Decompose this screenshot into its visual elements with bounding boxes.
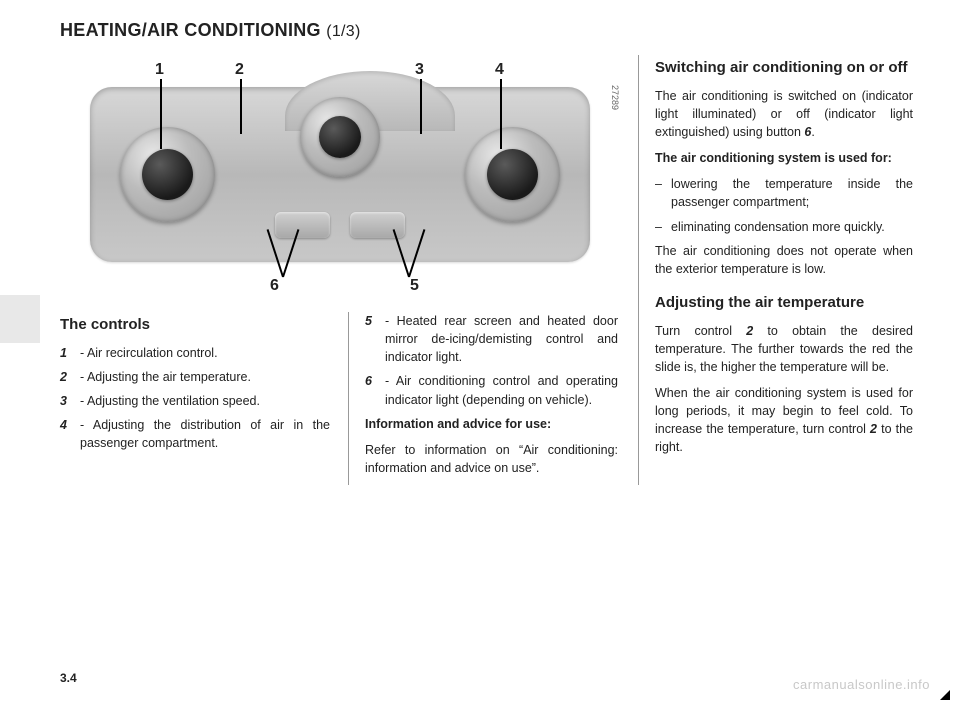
paragraph: When the air conditioning system is used…	[655, 384, 913, 457]
controls-continued-column: 5- Heated rear screen and heated door mi…	[348, 312, 618, 485]
rear-defrost-button	[350, 212, 405, 238]
bullet-text: lowering the temperature inside the pass…	[671, 175, 913, 211]
page-number: 3.4	[60, 671, 77, 685]
ref-num: 2	[870, 422, 877, 436]
text-span: Turn control	[655, 324, 746, 338]
knob-left	[120, 127, 215, 222]
bullet-item: –lowering the temperature inside the pas…	[655, 175, 913, 211]
page-title: HEATING/AIR CONDITIONING (1/3)	[60, 20, 930, 41]
item-text: - Adjusting the distribution of air in t…	[80, 416, 330, 452]
hvac-panel	[90, 87, 590, 262]
bullet-text: eliminating condensation more quickly.	[671, 218, 885, 236]
right-column: Switching air conditioning on or off The…	[638, 55, 913, 485]
item-num: 1	[60, 344, 80, 362]
corner-mark	[940, 690, 950, 700]
paragraph: The air conditioning does not operate wh…	[655, 242, 913, 278]
callout-1: 1	[155, 61, 164, 79]
item-text: - Adjusting the air temperature.	[80, 368, 330, 386]
text-span: .	[811, 125, 814, 139]
left-block: 1 2 3 4 6 5 27289 T	[60, 55, 620, 485]
used-for-heading: The air conditioning system is used for:	[655, 149, 913, 167]
controls-heading: The controls	[60, 314, 330, 336]
photo-reference: 27289	[610, 85, 620, 110]
dash: –	[655, 218, 671, 236]
list-item: 2- Adjusting the air temperature.	[60, 368, 330, 386]
list-item: 5- Heated rear screen and heated door mi…	[365, 312, 618, 366]
watermark: carmanualsonline.info	[793, 677, 930, 692]
callout-4: 4	[495, 61, 504, 79]
callout-5: 5	[410, 277, 419, 295]
bullet-item: –eliminating condensation more quickly.	[655, 218, 913, 236]
item-text: - Heated rear screen and heated door mir…	[385, 312, 618, 366]
paragraph: The air conditioning is switched on (ind…	[655, 87, 913, 141]
knob-center	[300, 97, 380, 177]
adjust-temp-heading: Adjusting the air temperature	[655, 292, 913, 314]
page-content: HEATING/AIR CONDITIONING (1/3) 1 2 3 4	[60, 20, 930, 680]
lower-two-columns: The controls 1- Air recirculation contro…	[60, 312, 620, 485]
ac-button	[275, 212, 330, 238]
callout-3: 3	[415, 61, 424, 79]
title-part: (1/3)	[326, 23, 360, 40]
item-text: - Adjusting the ventilation speed.	[80, 392, 330, 410]
list-item: 4- Adjusting the distribution of air in …	[60, 416, 330, 452]
ac-onoff-heading: Switching air conditioning on or off	[655, 57, 913, 79]
knob-right	[465, 127, 560, 222]
leader-3	[420, 79, 422, 134]
item-num: 6	[365, 372, 385, 408]
controls-list-column: The controls 1- Air recirculation contro…	[60, 312, 330, 485]
list-item: 3- Adjusting the ventilation speed.	[60, 392, 330, 410]
item-num: 4	[60, 416, 80, 452]
leader-4	[500, 79, 502, 149]
leader-2	[240, 79, 242, 134]
control-panel-figure: 1 2 3 4 6 5 27289	[60, 55, 620, 300]
list-item: 1- Air recirculation control.	[60, 344, 330, 362]
item-text: - Air conditioning control and operating…	[385, 372, 618, 408]
title-main: HEATING/AIR CONDITIONING	[60, 20, 321, 40]
item-num: 2	[60, 368, 80, 386]
item-text: - Air recirculation control.	[80, 344, 330, 362]
list-item: 6- Air conditioning control and operatin…	[365, 372, 618, 408]
side-tab	[0, 295, 40, 343]
dash: –	[655, 175, 671, 211]
text-span: The air conditioning is switched on (ind…	[655, 89, 913, 139]
paragraph: Turn control 2 to obtain the desired tem…	[655, 322, 913, 376]
info-heading: Information and advice for use:	[365, 415, 618, 433]
leader-1	[160, 79, 162, 149]
callout-6: 6	[270, 277, 279, 295]
callout-2: 2	[235, 61, 244, 79]
info-text: Refer to information on “Air conditionin…	[365, 441, 618, 477]
column-layout: 1 2 3 4 6 5 27289 T	[60, 55, 930, 485]
item-num: 5	[365, 312, 385, 366]
item-num: 3	[60, 392, 80, 410]
